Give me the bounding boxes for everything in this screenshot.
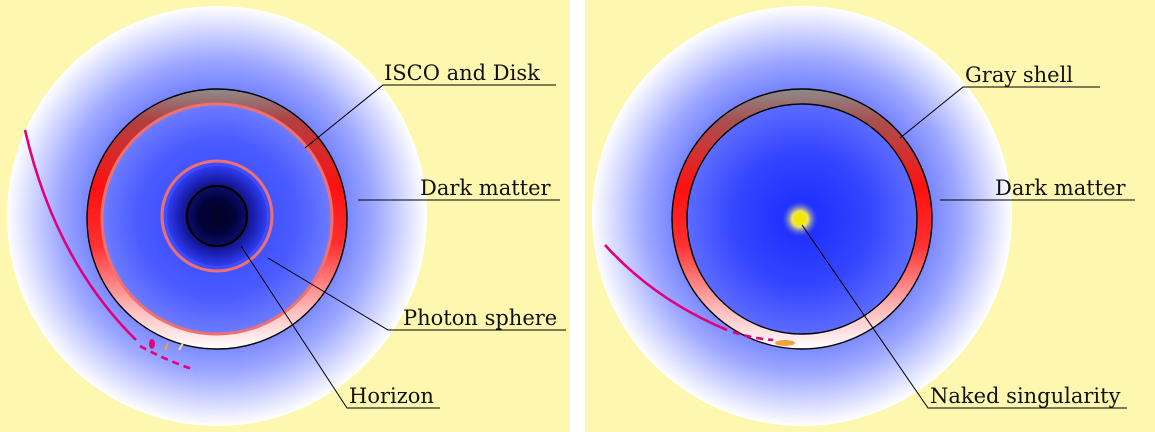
leader-gray-shell	[899, 86, 1100, 139]
label-leaders	[240, 84, 566, 409]
shell-outer-edge	[671, 88, 933, 350]
label-gray-shell: Gray shell	[965, 63, 1073, 87]
shell-inner-edge	[686, 103, 918, 335]
horizon-shadow	[188, 187, 246, 245]
event-horizon-circle	[185, 184, 249, 248]
isco-circle	[100, 102, 334, 336]
photon-sphere-circle	[160, 159, 274, 273]
label-horizon: Horizon	[349, 384, 434, 408]
label-dark-matter: Dark matter	[420, 176, 552, 200]
trajectory-tick-orange	[164, 342, 169, 351]
label-dark-matter: Dark matter	[995, 176, 1127, 200]
naked-singularity-panel: Gray shell Dark matter Naked singularity	[585, 0, 1155, 432]
label-naked-singularity: Naked singularity	[930, 384, 1121, 408]
label-isco-disk: ISCO and Disk	[384, 61, 540, 85]
leader-horizon	[240, 245, 440, 409]
trajectory-tick-light	[178, 342, 184, 351]
label-photon-sphere: Photon sphere	[403, 306, 557, 330]
leader-naked-singularity	[801, 224, 1127, 409]
disk-outer-edge	[86, 88, 348, 350]
label-leaders	[801, 86, 1135, 409]
horizon-core	[167, 166, 267, 266]
infalling-blob	[149, 339, 155, 349]
leader-isco-disk	[304, 84, 556, 149]
infall-trajectory	[604, 244, 728, 332]
infalling-blob	[775, 340, 795, 346]
naked-singularity-core	[794, 213, 806, 225]
leader-photon-sphere	[267, 257, 566, 331]
infall-trajectory	[23, 129, 137, 341]
black-hole-panel: ISCO and Disk Dark matter Photon sphere …	[0, 0, 570, 432]
infall-trajectory-dashed	[732, 330, 774, 342]
infall-trajectory-dashed	[139, 344, 196, 372]
